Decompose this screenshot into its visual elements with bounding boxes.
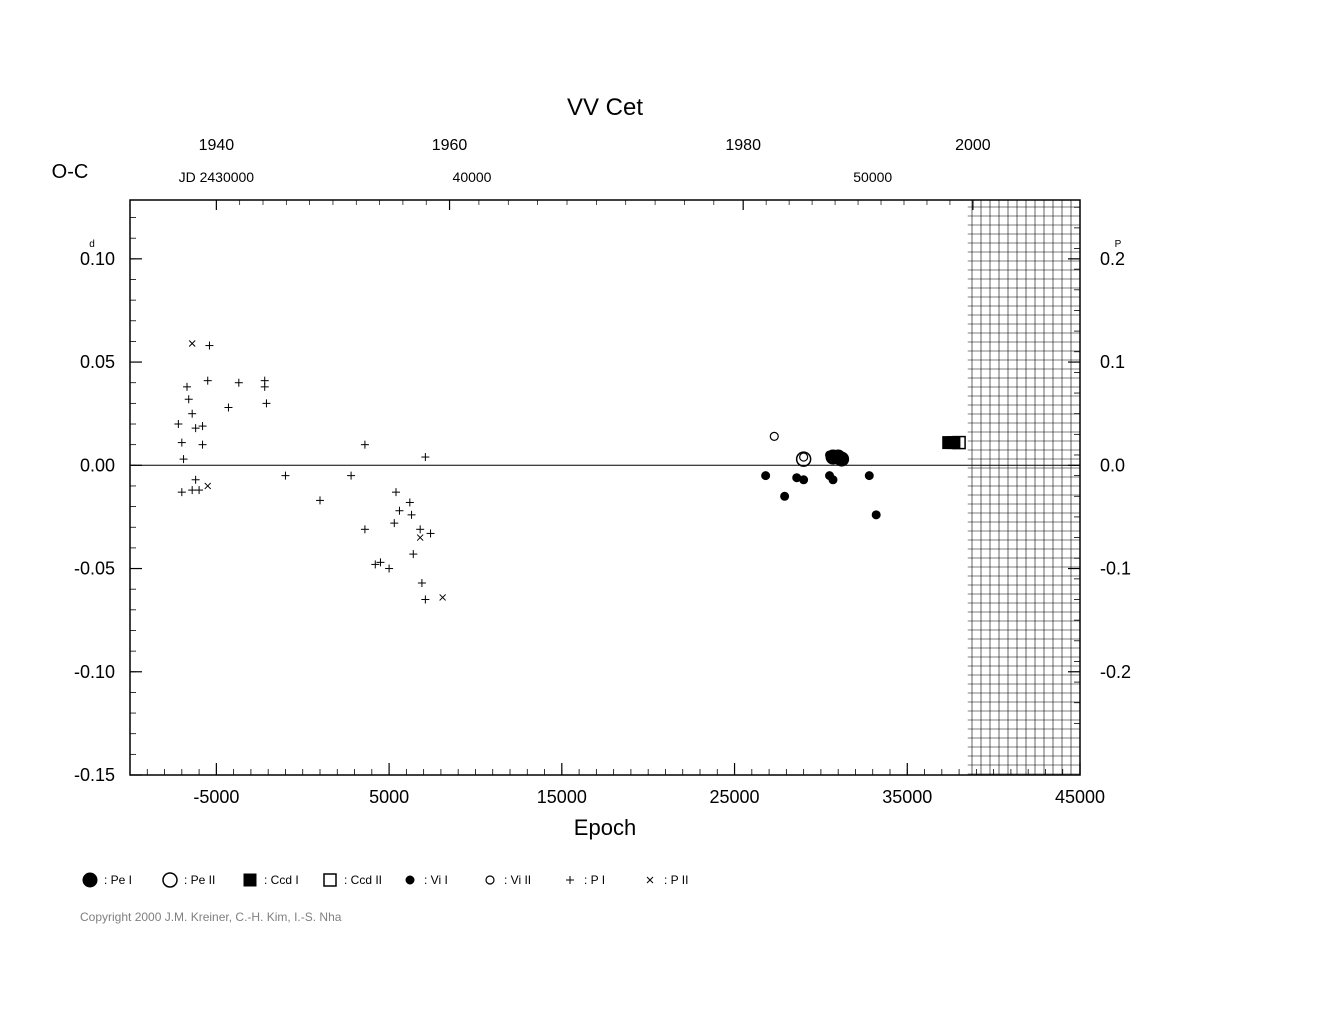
svg-text:Epoch: Epoch: [574, 815, 636, 840]
svg-text:5000: 5000: [369, 787, 409, 807]
svg-text:35000: 35000: [882, 787, 932, 807]
svg-text:2000: 2000: [955, 137, 991, 154]
svg-text:-0.15: -0.15: [74, 765, 115, 785]
svg-text:50000: 50000: [853, 169, 892, 185]
svg-text:25000: 25000: [710, 787, 760, 807]
svg-text:: P II: : P II: [664, 873, 688, 887]
copyright-text: Copyright 2000 J.M. Kreiner, C.-H. Kim, …: [80, 910, 341, 924]
svg-text:: Vi II: : Vi II: [504, 873, 531, 887]
svg-text:1940: 1940: [199, 137, 235, 154]
svg-text:1980: 1980: [725, 137, 761, 154]
svg-text:-0.10: -0.10: [74, 662, 115, 682]
svg-text:40000: 40000: [453, 169, 492, 185]
svg-text:15000: 15000: [537, 787, 587, 807]
svg-text:-0.1: -0.1: [1100, 559, 1131, 579]
svg-text:-0.2: -0.2: [1100, 662, 1131, 682]
svg-text:: Ccd I: : Ccd I: [264, 873, 299, 887]
svg-text:0.1: 0.1: [1100, 352, 1125, 372]
svg-text:-5000: -5000: [193, 787, 239, 807]
svg-text:: Pe II: : Pe II: [184, 873, 215, 887]
svg-text:d: d: [89, 239, 95, 250]
oc-diagram: -5000 5000 15000 25000 35000 45000 Epoch -0.15 -…: [0, 0, 1325, 1020]
chart-container: -5000 5000 15000 25000 35000 45000 Epoch -0.15 -…: [0, 0, 1325, 1020]
svg-text:P: P: [1115, 239, 1122, 250]
svg-text:45000: 45000: [1055, 787, 1105, 807]
svg-text:VV Cet: VV Cet: [567, 94, 643, 121]
svg-text:: Pe I: : Pe I: [104, 873, 132, 887]
svg-text:JD 2430000: JD 2430000: [179, 169, 255, 185]
svg-text:: Vi I: : Vi I: [424, 873, 448, 887]
svg-text:O-C: O-C: [52, 161, 89, 183]
svg-text:0.10: 0.10: [80, 249, 115, 269]
data-series: [174, 340, 965, 603]
svg-text:0.0: 0.0: [1100, 455, 1125, 475]
svg-text:0.05: 0.05: [80, 352, 115, 372]
legend: : Pe I : Pe II : Ccd I : Ccd II : Vi I : Vi I…: [83, 873, 688, 887]
svg-text:-0.05: -0.05: [74, 559, 115, 579]
svg-text:: P I: : P I: [584, 873, 605, 887]
svg-text:1960: 1960: [432, 137, 468, 154]
svg-text:0.00: 0.00: [80, 455, 115, 475]
svg-text:: Ccd II: : Ccd II: [344, 873, 382, 887]
svg-text:0.2: 0.2: [1100, 249, 1125, 269]
